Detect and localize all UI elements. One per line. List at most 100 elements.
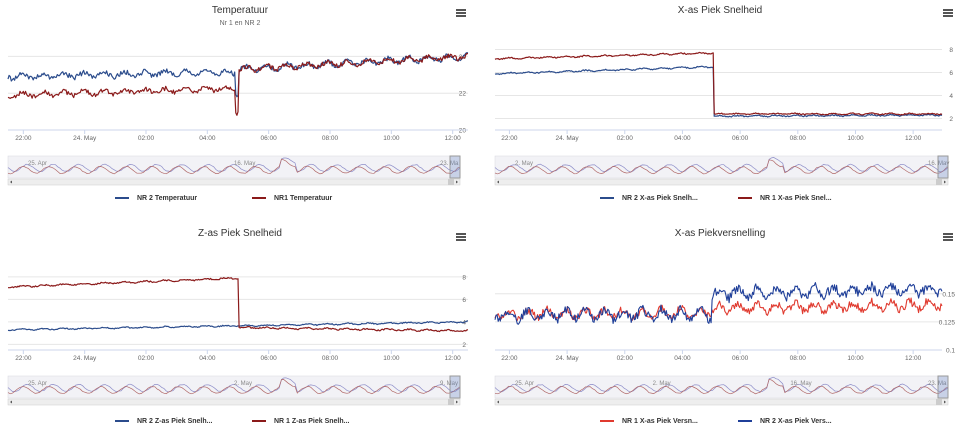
x-tick-label: 02:00 [617, 135, 634, 142]
scrollbar-track[interactable] [7, 398, 461, 406]
x-tick-label: 06:00 [732, 355, 749, 362]
navigator-series [7, 158, 461, 175]
x-tick-label: 02:00 [617, 355, 634, 362]
legend-item-nr1[interactable]: NR1 Temperatuur [252, 195, 332, 202]
chart-panel-z-as-piek-snelheid: Z-as Piek Snelheid 2 4 6 8 22:00 24. May 02:00… [0, 216, 480, 432]
chart-panel-temperatuur: Temperatuur Nr 1 en NR 2 20 22 24 22:00 24. … [0, 0, 480, 216]
scroll-right-arrow-icon[interactable] [944, 180, 946, 184]
scroll-left-arrow-icon[interactable] [10, 180, 12, 184]
legend-swatch [115, 420, 129, 423]
scrollbar-track[interactable] [494, 398, 949, 406]
menu-icon[interactable] [456, 9, 466, 17]
legend-swatch [600, 197, 614, 200]
navigator-range-handle[interactable] [937, 375, 949, 399]
legend-label: NR1 Temperatuur [274, 195, 333, 202]
x-tick-label: 12:00 [445, 135, 462, 142]
series-line [494, 297, 943, 322]
scrollbar-thumb[interactable] [936, 179, 942, 185]
scroll-right-arrow-icon[interactable] [456, 400, 458, 404]
y-tick-label: 2 [462, 342, 466, 349]
scrollbar-thumb[interactable] [936, 399, 942, 405]
legend-item-nr2[interactable]: NR 2 X-as Piek Vers... [738, 418, 832, 425]
series-line [494, 281, 943, 325]
navigator-label: 2. May [515, 161, 533, 167]
legend-item-nr2[interactable]: NR 2 Temperatuur [115, 195, 197, 202]
y-tick-label: 4 [462, 319, 466, 326]
y-tick-label: 2 [949, 116, 953, 123]
scroll-right-arrow-icon[interactable] [944, 400, 946, 404]
x-tick-label: 02:00 [138, 355, 155, 362]
scrollbar-thumb[interactable] [448, 179, 454, 185]
scroll-right-arrow-icon[interactable] [456, 180, 458, 184]
navigator-label: 9. May [440, 381, 458, 387]
legend-item-nr1[interactable]: NR 1 Z-as Piek Snelh... [252, 418, 349, 425]
legend-item-nr2[interactable]: NR 2 Z-as Piek Snelh... [115, 418, 212, 425]
legend-label: NR 2 X-as Piek Snelh... [622, 195, 698, 202]
x-tick-label: 04:00 [674, 355, 691, 362]
navigator-label: 25. Apr [515, 381, 534, 387]
x-tick-label: 06:00 [261, 135, 278, 142]
navigator-label: 2. May [234, 381, 252, 387]
legend-item-nr1[interactable]: NR 1 X-as Piek Versn... [600, 418, 698, 425]
chart-legend: NR 2 Temperatuur NR1 Temperatuur [0, 195, 480, 209]
x-tick-label: 10:00 [383, 355, 400, 362]
x-tick-label: 24. May [556, 135, 580, 142]
chart-title: X-as Piek Snelheid [677, 5, 763, 16]
legend-label: NR 2 X-as Piek Vers... [760, 418, 832, 425]
y-tick-label: 20 [459, 128, 467, 135]
y-tick-label: 6 [949, 70, 953, 77]
x-tick-label: 22:00 [15, 135, 32, 142]
scrollbar-track[interactable] [7, 178, 461, 186]
legend-label: NR 2 Z-as Piek Snelh... [137, 418, 213, 425]
x-tick-label: 10:00 [383, 135, 400, 142]
navigator-series [494, 376, 949, 393]
y-tick-label: 22 [459, 91, 467, 98]
scrollbar-track[interactable] [494, 178, 949, 186]
navigator-series [7, 157, 461, 173]
x-tick-label: 06:00 [732, 135, 749, 142]
series-line [7, 320, 469, 332]
x-tick-label: 04:00 [199, 355, 216, 362]
chart-legend: NR 1 X-as Piek Versn... NR 2 X-as Piek V… [480, 418, 960, 432]
chart-legend: NR 2 X-as Piek Snelh... NR 1 X-as Piek S… [480, 195, 960, 209]
chart-legend: NR 2 Z-as Piek Snelh... NR 1 Z-as Piek S… [0, 418, 480, 432]
navigator-range-handle[interactable] [449, 155, 461, 179]
x-tick-label: 06:00 [261, 355, 278, 362]
x-tick-label: 12:00 [905, 135, 922, 142]
y-tick-label: 4 [949, 93, 953, 100]
legend-item-nr1[interactable]: NR 1 X-as Piek Snel... [738, 195, 832, 202]
legend-item-nr2[interactable]: NR 2 X-as Piek Snelh... [600, 195, 698, 202]
legend-swatch [252, 197, 266, 200]
chart-subtitle: Nr 1 en NR 2 [219, 20, 261, 27]
x-tick-label: 02:00 [138, 135, 155, 142]
scrollbar-thumb[interactable] [448, 399, 454, 405]
x-tick-label: 04:00 [674, 135, 691, 142]
menu-icon[interactable] [943, 9, 953, 17]
x-tick-label: 12:00 [445, 355, 462, 362]
x-tick-label: 24. May [73, 355, 97, 362]
x-tick-label: 08:00 [322, 135, 339, 142]
navigator-series [494, 378, 949, 395]
navigator-label: 25. Apr [28, 381, 47, 387]
series-line [494, 51, 943, 116]
legend-label: NR 1 X-as Piek Snel... [760, 195, 832, 202]
scroll-left-arrow-icon[interactable] [10, 400, 12, 404]
navigator-label: 16. May [234, 161, 255, 167]
navigator-range-handle[interactable] [449, 375, 461, 399]
series-line [494, 65, 943, 118]
menu-icon[interactable] [943, 233, 953, 241]
navigator-label: 25. Apr [28, 161, 47, 167]
legend-label: NR 1 X-as Piek Versn... [622, 418, 698, 425]
menu-icon[interactable] [456, 233, 466, 241]
scroll-left-arrow-icon[interactable] [497, 180, 499, 184]
y-tick-label: 6 [462, 297, 466, 304]
legend-swatch [600, 420, 614, 423]
navigator-label: 16. May [790, 381, 811, 387]
x-tick-label: 10:00 [847, 355, 864, 362]
x-tick-label: 24. May [556, 355, 580, 362]
legend-swatch [738, 420, 752, 423]
x-tick-label: 10:00 [847, 135, 864, 142]
navigator-range-handle[interactable] [937, 155, 949, 179]
scroll-left-arrow-icon[interactable] [497, 400, 499, 404]
y-tick-label: 8 [462, 274, 466, 281]
